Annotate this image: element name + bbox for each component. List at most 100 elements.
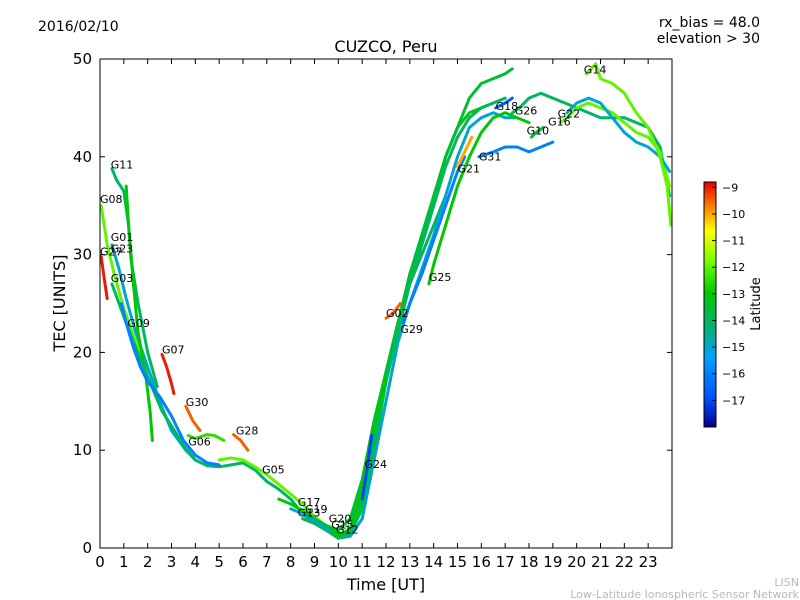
x-tick-label: 23 — [639, 553, 658, 571]
label-g12: G12 — [336, 523, 359, 536]
colorbar-tick-label: −14 — [722, 314, 745, 327]
label-g15: G15 — [331, 518, 354, 531]
colorbar-tick-label: −11 — [722, 235, 745, 248]
y-tick-label: 20 — [73, 343, 92, 361]
x-tick-label: 13 — [400, 553, 419, 571]
x-tick-label: 11 — [353, 553, 372, 571]
label-g14: G14 — [584, 64, 607, 77]
x-tick-label: 5 — [214, 553, 224, 571]
x-tick-label: 19 — [543, 553, 562, 571]
x-tick-label: 15 — [448, 553, 467, 571]
colorbar-tick-label: −12 — [722, 261, 745, 274]
series-g16 — [558, 101, 672, 188]
label-g21: G21 — [458, 162, 481, 175]
y-axis: 0 10 20 30 40 50 — [73, 50, 672, 557]
label-g05: G05 — [262, 464, 285, 477]
label-g26: G26 — [515, 105, 538, 118]
colorbar-tick-label: −15 — [722, 341, 745, 354]
colorbar-tick-label: −16 — [722, 368, 745, 381]
series-g31 — [477, 140, 555, 159]
series-g27 — [100, 255, 109, 301]
series-g10 — [529, 126, 545, 139]
label-g11: G11 — [111, 159, 134, 172]
label-g20: G20 — [329, 513, 352, 526]
series-g06 — [186, 433, 226, 442]
chart-title: CUZCO, Peru — [334, 37, 437, 56]
y-axis-label: TEC [UNITS] — [50, 255, 69, 353]
label-g19: G19 — [305, 503, 328, 516]
x-tick-label: 9 — [310, 553, 320, 571]
label-g03: G03 — [111, 272, 134, 285]
x-tick-label: 3 — [167, 553, 177, 571]
credit-long: Low-Latitude Ionospheric Sensor Network — [570, 588, 799, 600]
label-g10: G10 — [527, 124, 550, 137]
x-tick-label: 14 — [424, 553, 443, 571]
x-tick-label: 8 — [286, 553, 296, 571]
colorbar-ticks: −9 −10 −11 −12 −13 −14 −15 −16 −17 — [712, 181, 745, 407]
label-g18: G18 — [496, 100, 519, 113]
series-g03 — [110, 282, 328, 530]
x-tick-label: 16 — [472, 553, 491, 571]
x-tick-label: 4 — [191, 553, 201, 571]
label-g08: G08 — [100, 193, 123, 206]
y-tick-label: 0 — [82, 539, 92, 557]
x-tick-label: 7 — [262, 553, 272, 571]
label-g02: G02 — [386, 307, 409, 320]
label-g13: G13 — [298, 507, 321, 520]
series-g25 — [427, 111, 531, 286]
colorbar — [703, 181, 717, 428]
label-g30: G30 — [186, 396, 209, 409]
series-g14 — [584, 62, 672, 227]
y-tick-label: 10 — [73, 441, 92, 459]
x-tick-label: 6 — [238, 553, 248, 571]
series-g23 — [124, 184, 154, 442]
x-axis: 0 1 2 3 4 5 6 7 8 9 10 11 12 13 14 15 16 17 18 19 20 21 22 23 — [95, 59, 658, 571]
label-g17: G17 — [298, 496, 321, 509]
series-layer — [100, 62, 672, 540]
x-tick-label: 0 — [95, 553, 105, 571]
label-g27: G27 — [100, 246, 123, 259]
label-g23: G23 — [111, 243, 134, 256]
label-g22: G22 — [558, 108, 581, 121]
x-tick-label: 21 — [591, 553, 610, 571]
series-g24 — [360, 434, 374, 501]
label-g06: G06 — [188, 435, 211, 448]
label-g01: G01 — [111, 231, 134, 244]
y-tick-label: 50 — [73, 50, 92, 68]
x-tick-label: 22 — [615, 553, 634, 571]
x-tick-label: 1 — [119, 553, 129, 571]
colorbar-tick-label: −13 — [722, 288, 745, 301]
series-g28 — [232, 433, 250, 452]
label-g25: G25 — [429, 271, 452, 284]
date-label: 2016/02/10 — [38, 19, 119, 35]
colorbar-tick-label: −17 — [722, 394, 745, 407]
label-g09: G09 — [127, 317, 150, 330]
credit-short: LISN — [774, 576, 799, 589]
series-g15 — [332, 96, 507, 540]
series-g18 — [494, 96, 514, 110]
y-tick-label: 40 — [73, 148, 92, 166]
x-axis-label: Time [UT] — [346, 575, 425, 594]
label-g07: G07 — [162, 343, 185, 356]
y-tick-label: 30 — [73, 246, 92, 264]
colorbar-tick-label: −10 — [722, 208, 745, 221]
series-g08 — [100, 204, 150, 374]
label-g29: G29 — [400, 323, 423, 336]
label-g16: G16 — [548, 116, 571, 129]
x-tick-label: 20 — [567, 553, 586, 571]
series-g19 — [301, 194, 448, 540]
x-tick-label: 10 — [329, 553, 348, 571]
series-g02 — [384, 302, 402, 320]
plot-frame — [99, 58, 673, 549]
series-g20 — [327, 67, 514, 532]
x-tick-label: 17 — [496, 553, 515, 571]
series-g12 — [329, 375, 388, 538]
series-g22 — [565, 96, 672, 173]
series-g09 — [120, 302, 221, 467]
elevation-label: elevation > 30 — [657, 31, 760, 47]
x-tick-label: 18 — [519, 553, 538, 571]
series-g30 — [184, 404, 202, 433]
series-g21 — [456, 135, 474, 169]
x-tick-label: 12 — [376, 553, 395, 571]
